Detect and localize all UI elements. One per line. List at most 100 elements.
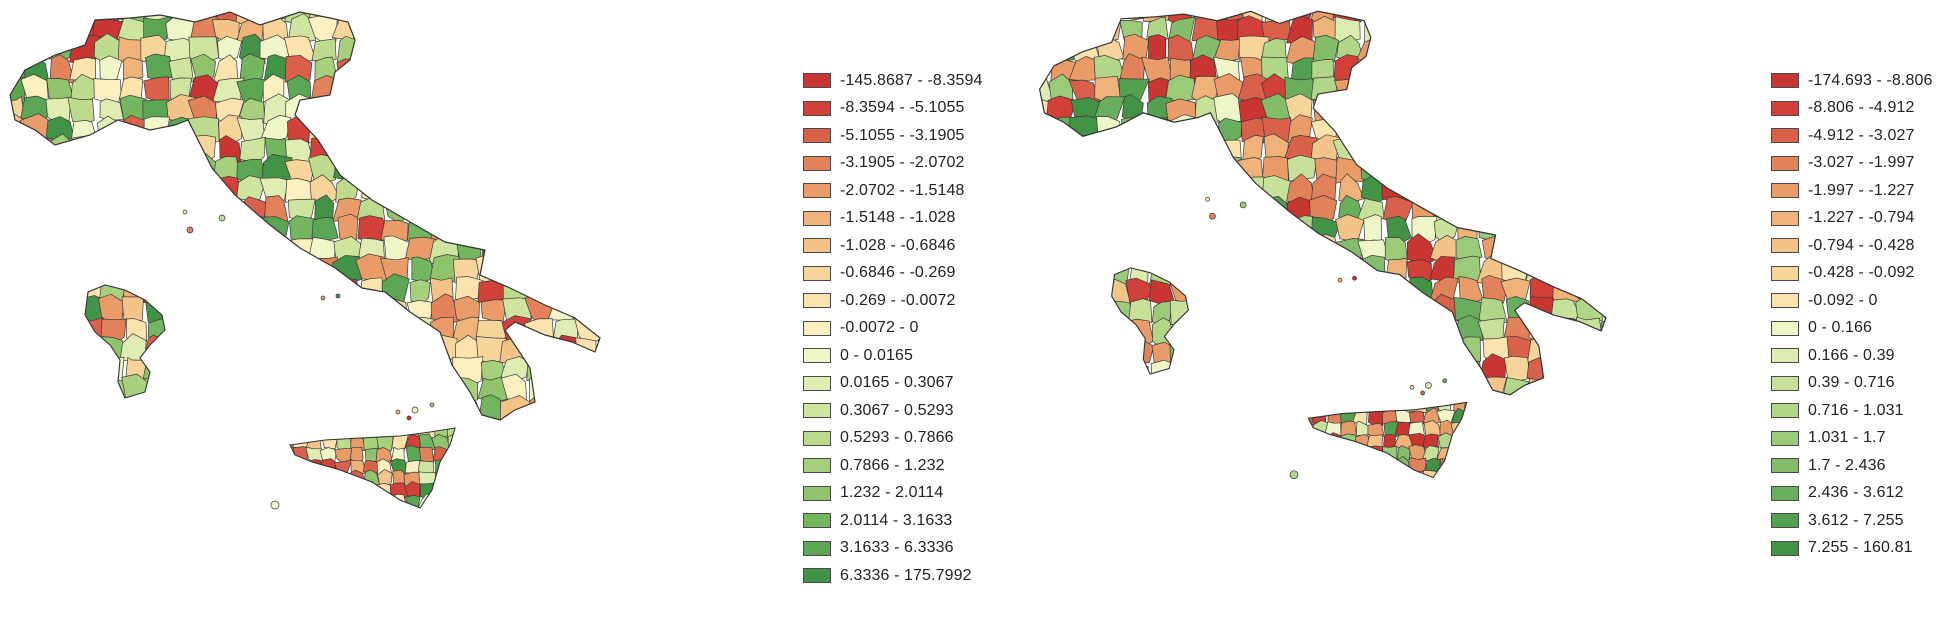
mainland-municipality-cell bbox=[573, 175, 600, 206]
mainland-municipality-cell bbox=[1453, 58, 1485, 84]
mainland-municipality-cell bbox=[477, 376, 508, 403]
legend-swatch bbox=[1771, 183, 1799, 199]
legend-label: 0.0165 - 0.3067 bbox=[840, 374, 954, 392]
mainland-municipality-cell bbox=[429, 219, 459, 242]
mainland-municipality-cell bbox=[10, 34, 26, 64]
mainland-municipality-cell bbox=[1406, 11, 1438, 24]
mainland-municipality-cell bbox=[1213, 374, 1245, 395]
sicily-municipality-cell bbox=[290, 495, 294, 508]
sicily-municipality-cell bbox=[347, 482, 367, 499]
legend-label: 0.166 - 0.39 bbox=[1808, 346, 1895, 364]
mainland-municipality-cell bbox=[1238, 357, 1268, 383]
legend-label: -1.028 - -0.6846 bbox=[840, 236, 956, 254]
mainland-municipality-cell bbox=[164, 413, 196, 420]
legend-label: 7.255 - 160.81 bbox=[1808, 539, 1913, 557]
mainland-municipality-cell bbox=[1575, 376, 1603, 395]
mainland-municipality-cell bbox=[1598, 216, 1607, 241]
mainland-municipality-cell bbox=[409, 279, 431, 305]
mainland-municipality-cell bbox=[236, 396, 266, 420]
legend-item: -2.0702 - -1.5148 bbox=[803, 177, 982, 205]
legend-swatch bbox=[803, 568, 831, 584]
mainland-municipality-cell bbox=[1048, 134, 1077, 165]
legend-item: -0.269 - -0.0072 bbox=[803, 287, 982, 315]
mainland-municipality-cell bbox=[263, 279, 291, 304]
mainland-municipality-cell bbox=[384, 78, 408, 103]
mainland-municipality-cell bbox=[1625, 260, 1649, 283]
mainland-municipality-cell bbox=[1356, 37, 1389, 63]
mainland-municipality-cell bbox=[1500, 136, 1533, 162]
sardinia-municipality-cell bbox=[1173, 321, 1189, 346]
mainland-municipality-cell bbox=[596, 297, 600, 325]
mainland-municipality-cell bbox=[212, 359, 244, 382]
legend-item: 0 - 0.166 bbox=[1771, 315, 1932, 343]
mainland-municipality-cell bbox=[92, 376, 120, 405]
mainland-municipality-cell bbox=[1049, 394, 1073, 395]
mainland-municipality-cell bbox=[139, 393, 165, 420]
mainland-municipality-cell bbox=[596, 413, 600, 420]
mainland-municipality-cell bbox=[92, 353, 121, 385]
mainland-municipality-cell bbox=[1453, 197, 1482, 224]
mainland-municipality-cell bbox=[92, 416, 120, 420]
mainland-municipality-cell bbox=[379, 357, 408, 387]
mainland-municipality-cell bbox=[1142, 215, 1172, 247]
mainland-municipality-cell bbox=[1551, 398, 1580, 424]
sicily-municipality-cell bbox=[1422, 469, 1439, 478]
sicily-municipality-cell bbox=[390, 506, 408, 508]
mainland-municipality-cell bbox=[332, 314, 362, 345]
mainland-municipality-cell bbox=[595, 156, 600, 184]
mainland-municipality-cell bbox=[573, 417, 600, 420]
mainland-municipality-cell bbox=[243, 277, 268, 305]
mainland-municipality-cell bbox=[1481, 236, 1506, 261]
sicily-municipality-cell bbox=[1409, 402, 1428, 414]
mainland-municipality-cell bbox=[1622, 357, 1652, 385]
mainland-municipality-cell bbox=[1482, 17, 1508, 46]
mainland-municipality-cell bbox=[1574, 175, 1600, 202]
mainland-municipality-cell bbox=[1310, 76, 1340, 100]
legend-swatch bbox=[1771, 485, 1799, 501]
mainland-municipality-cell bbox=[358, 58, 383, 84]
mainland-municipality-cell bbox=[1039, 216, 1047, 243]
mainland-municipality-cell bbox=[1190, 216, 1221, 244]
mainland-municipality-cell bbox=[190, 213, 216, 245]
sicily-municipality-cell bbox=[1439, 458, 1455, 473]
mainland-municipality-cell bbox=[1168, 374, 1193, 395]
mainland-municipality-cell bbox=[479, 13, 505, 47]
mainland-municipality-cell bbox=[1502, 236, 1532, 266]
mainland-municipality-cell bbox=[1039, 314, 1054, 343]
legend-swatch bbox=[1771, 265, 1799, 281]
mainland-municipality-cell bbox=[1598, 198, 1607, 226]
sicily-municipality-cell bbox=[291, 481, 310, 501]
mainland-municipality-cell bbox=[1621, 54, 1650, 87]
mainland-municipality-cell bbox=[1476, 393, 1507, 395]
mainland-municipality-cell bbox=[499, 258, 529, 287]
mainland-municipality-cell bbox=[1548, 336, 1580, 364]
mainland-municipality-cell bbox=[1596, 115, 1607, 147]
sardinia-municipality-cell bbox=[1111, 317, 1132, 347]
mainland-municipality-cell bbox=[1045, 355, 1076, 387]
mainland-municipality-cell bbox=[334, 116, 363, 141]
small-island bbox=[186, 226, 194, 234]
mainland-municipality-cell bbox=[480, 33, 507, 67]
legend-label: 2.0114 - 3.1633 bbox=[840, 511, 953, 529]
mainland-municipality-cell bbox=[1046, 293, 1074, 321]
mainland-municipality-cell bbox=[384, 14, 410, 44]
mainland-municipality-cell bbox=[1454, 379, 1486, 395]
mainland-municipality-cell bbox=[1428, 94, 1461, 127]
mainland-municipality-cell bbox=[116, 393, 146, 420]
mainland-municipality-cell bbox=[383, 196, 413, 224]
sicily-municipality-cell bbox=[290, 484, 297, 500]
mainland-municipality-cell bbox=[1572, 56, 1604, 81]
sicily-municipality-cell bbox=[462, 447, 478, 464]
mainland-municipality-cell bbox=[1039, 254, 1048, 284]
mainland-municipality-cell bbox=[1501, 377, 1531, 395]
mainland-municipality-cell bbox=[1453, 153, 1486, 181]
mainland-municipality-cell bbox=[404, 53, 435, 87]
sicily-municipality-cell bbox=[1308, 402, 1315, 413]
sardinia-municipality-cell bbox=[85, 377, 100, 398]
mainland-municipality-cell bbox=[1336, 356, 1362, 383]
mainland-municipality-cell bbox=[406, 353, 434, 382]
mainland-municipality-cell bbox=[596, 317, 600, 342]
mainland-municipality-cell bbox=[1073, 354, 1098, 384]
mainland-municipality-cell bbox=[475, 55, 504, 83]
sicily-outline bbox=[289, 427, 456, 509]
